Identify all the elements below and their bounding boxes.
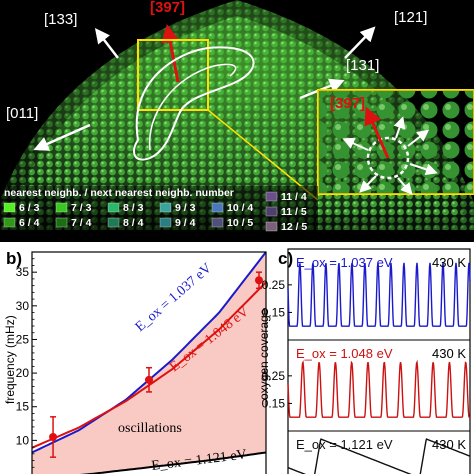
- trace-label: E_ox = 1.037 eV: [296, 255, 393, 270]
- y-tick-label: 0.15: [262, 305, 286, 319]
- temperature-label: 430 K: [432, 437, 466, 452]
- y-tick-label: 0.25: [262, 369, 286, 383]
- legend-label: 11 / 5: [281, 206, 307, 218]
- temperature-label: 430 K: [432, 255, 466, 270]
- oscillation-region: [32, 252, 266, 474]
- legend-swatch: [107, 217, 120, 228]
- inset-escape-arrows: [342, 116, 438, 196]
- plot-frame: [31, 251, 267, 474]
- frequency-chart: 10 15 20 25 30 35: [16, 251, 267, 474]
- series-line-1121: [79, 451, 266, 474]
- arrow-011: [33, 123, 91, 151]
- trace-label: E_ox = 1.121 eV: [296, 437, 393, 452]
- legend-label: 11 / 4: [281, 191, 307, 203]
- trace-label: E_ox = 1.048 eV: [296, 346, 393, 361]
- legend-swatch: [55, 202, 68, 213]
- oscillation-front-inner: [148, 63, 237, 151]
- legend-swatch: [265, 191, 278, 202]
- legend-swatch: [107, 202, 120, 213]
- legend: 6 / 3 6 / 4 7 / 3 7 / 4 8 / 3 8 / 4 9 / 3 9 / 4…: [3, 191, 307, 233]
- panel-c: c) oxygen coverage E_ox = 1.037 eV 430 K 0…: [257, 242, 474, 474]
- direction-label-121: [121]: [394, 9, 427, 26]
- plot-frame: [287, 248, 471, 474]
- arrow-133: [94, 28, 119, 59]
- legend-swatch: [211, 217, 224, 228]
- data-point: [145, 375, 153, 384]
- data-point: [49, 433, 58, 441]
- y-tick-label: 0.25: [262, 278, 286, 292]
- coverage-trace: [287, 262, 471, 327]
- panel-c-ylabel: oxygen coverage: [257, 308, 271, 400]
- data-point: [254, 276, 263, 285]
- temperature-label: 430 K: [432, 346, 466, 361]
- legend-label: 7 / 3: [71, 202, 92, 214]
- panel-b-label: b): [6, 249, 22, 268]
- inset-direction-label: [397]: [330, 95, 365, 112]
- legend-swatch: [55, 217, 68, 228]
- legend-label: 6 / 4: [19, 217, 40, 229]
- legend-label: 10 / 4: [227, 202, 253, 214]
- legend-label: 9 / 3: [175, 202, 196, 214]
- coverage-trace: [287, 359, 470, 418]
- legend-label: 8 / 3: [123, 202, 144, 214]
- y-tick-label: 15: [16, 400, 30, 414]
- direction-label-133: [133]: [44, 11, 77, 28]
- y-tick-label: 0.15: [262, 396, 286, 410]
- legend-swatch: [3, 202, 16, 213]
- inset-dashed-circle: [366, 136, 410, 180]
- legend-label: 6 / 3: [19, 202, 40, 214]
- arrow-397: [161, 24, 180, 83]
- direction-label-397: [397]: [150, 0, 185, 16]
- y-tick-label: 20: [16, 366, 30, 380]
- legend-swatch: [159, 217, 172, 228]
- region-label-oscillations: oscillations: [118, 421, 182, 436]
- y-tick-label: 35: [16, 265, 30, 279]
- y-tick-label: 25: [16, 332, 30, 346]
- legend-swatch: [211, 202, 224, 213]
- inset-connector: [207, 109, 319, 201]
- legend-label: 7 / 4: [71, 217, 92, 229]
- legend-swatch: [265, 206, 278, 217]
- legend-background: [0, 186, 318, 242]
- y-tick-label: 30: [16, 299, 30, 313]
- y-tick-label: 10: [16, 433, 30, 447]
- coverage-chart: E_ox = 1.037 eV 430 K 0.25 0.15 E_ox = 1.048…: [262, 248, 471, 474]
- selection-box: [137, 39, 209, 111]
- arrow-121: [344, 26, 376, 59]
- legend-label: 12 / 5: [281, 221, 307, 233]
- legend-title: nearest neighb. / next nearest neighb. n…: [4, 187, 234, 199]
- legend-swatch: [265, 221, 278, 232]
- oscillation-front-loop: [133, 46, 255, 161]
- direction-label-011: [011]: [6, 105, 38, 122]
- legend-label: 10 / 5: [227, 217, 253, 229]
- coverage-trace: [287, 438, 471, 474]
- legend-label: 9 / 4: [175, 217, 196, 229]
- legend-swatch: [3, 217, 16, 228]
- panel-b-ylabel: frequency (mHz): [3, 315, 17, 404]
- legend-label: 8 / 4: [123, 217, 144, 229]
- panel-c-label: c): [278, 249, 293, 268]
- inset-arrow-397: [364, 106, 390, 159]
- direction-label-131: [131]: [346, 57, 379, 74]
- legend-swatch: [159, 202, 172, 213]
- panel-a: [133] [397] [121] [131] [011] [397] near…: [0, 0, 474, 242]
